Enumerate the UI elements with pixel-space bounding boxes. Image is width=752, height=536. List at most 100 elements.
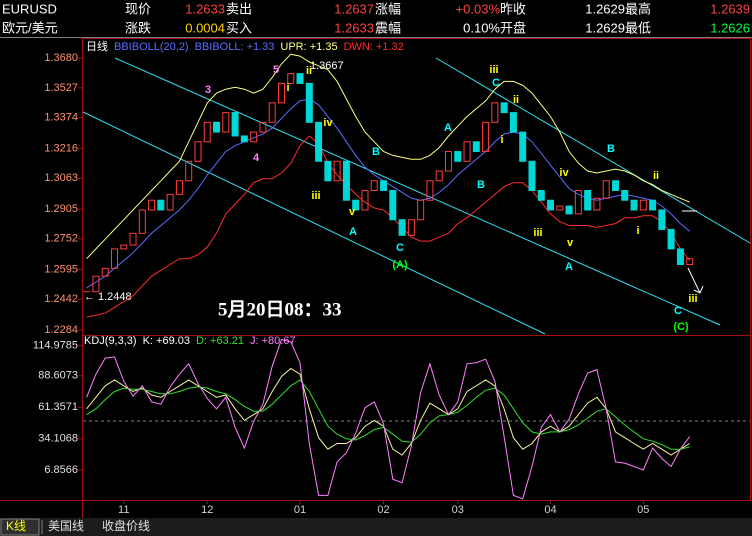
candle [352,199,360,211]
candle [519,131,527,162]
channel-line [114,57,721,326]
candle [380,180,388,191]
candle [472,141,480,153]
quote-value: 0.0004 [185,20,225,35]
y-tick-label: 1.2595 [44,263,78,275]
quote-label: 涨幅 [375,1,401,16]
candle [435,170,443,182]
wave-label: A [349,226,357,238]
candle [222,112,230,133]
quote-label: 卖出 [226,1,252,16]
wave-label: iii [311,190,320,202]
x-tick-label: 04 [544,504,556,516]
candle [110,248,118,269]
x-tick-label: 01 [294,504,306,516]
candle [500,102,508,114]
candle [259,121,267,133]
wave-label: (A) [392,259,408,271]
wave-label: i [286,82,289,94]
quote-value: 1.2629 [585,20,625,35]
legend-entry: D: +63.21 [196,335,244,347]
y-tick-label: 1.2905 [44,203,78,215]
y-tick-label: 114.9785 [33,339,78,351]
candle [602,180,610,199]
quote-value: 1.2633 [185,1,225,16]
wave-label: 5 [273,64,279,76]
high-label: 1.3667 [310,60,344,72]
wave-label: iv [559,167,569,179]
y-tick-label: 88.6073 [38,370,78,382]
candle [584,189,592,211]
y-tick-label: 1.3063 [44,172,78,184]
candle [676,248,684,265]
candle [537,189,545,201]
tab-active[interactable] [0,518,40,536]
candle [92,275,100,293]
candle [417,199,425,221]
candle [185,160,193,182]
candle [658,209,666,230]
candle [129,232,137,246]
legend-entry: BBIBOLL: +1.33 [195,41,275,53]
y-tick-label: 61.3571 [38,401,78,413]
candle [630,199,638,211]
quote-value: 1.2637 [334,1,374,16]
wave-label: (C) [673,321,689,333]
candle [324,160,332,182]
candle [389,189,397,221]
candle [333,160,341,182]
y-tick-label: 1.3527 [44,82,78,94]
y-tick-label: 1.3216 [44,142,78,154]
tab[interactable]: 美国线 [48,519,84,533]
arrow [687,267,704,294]
candle [203,121,211,143]
candle [574,189,582,215]
candle [101,267,109,277]
candle [305,82,313,123]
wave-label: iii [533,227,542,239]
candle [277,82,285,104]
candle [370,180,378,191]
wave-label: v [349,206,356,218]
x-tick-label: 05 [637,504,649,516]
candle [639,199,647,211]
quote-label: 最低 [625,20,651,35]
candle [547,199,555,211]
legend-entry: J: +80.67 [250,335,296,347]
candle [649,199,657,211]
low-label: 1.2448 [98,291,132,303]
candle [175,180,183,195]
quote-value: 1.2626 [710,20,750,35]
candle [556,205,564,211]
quote-value: 1.2639 [710,1,750,16]
y-tick-label: 1.2752 [44,233,78,245]
tab[interactable]: K线 [6,519,26,533]
wave-label: ii [513,94,519,106]
quote-label: 开盘 [500,20,526,35]
wave-label: C [492,77,500,89]
candle [593,197,601,211]
candle [361,189,369,211]
indicator-line [86,135,691,318]
indicator-line [86,53,690,260]
candle [315,121,323,162]
candle [268,102,276,123]
wave-label: i [500,134,503,146]
wave-label: C [674,305,682,317]
quote-label: 买入 [226,20,252,35]
candle [213,121,221,133]
tab[interactable]: 收盘价线 [102,518,150,533]
candle [611,180,619,191]
quote-label: 最高 [625,1,651,16]
period-label: 日线 [86,39,108,53]
channel-line [435,57,751,244]
candle [157,199,165,211]
wave-label: i [636,225,639,237]
y-tick-label: 6.8566 [44,464,78,476]
y-tick-label: 1.3680 [44,52,78,64]
wave-label: 3 [205,84,211,96]
wave-label: 4 [253,152,260,164]
candle [398,219,406,236]
candle [148,199,156,211]
